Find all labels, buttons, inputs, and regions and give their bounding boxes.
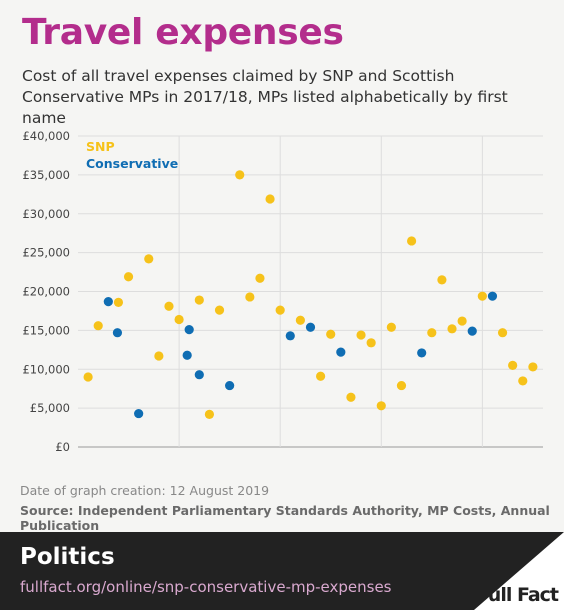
y-tick-label: £25,000: [22, 246, 70, 260]
data-point-snp: [376, 401, 386, 411]
y-tick-label: £35,000: [22, 168, 70, 182]
data-point-snp: [386, 322, 396, 332]
data-point-conservative: [417, 348, 427, 358]
logo-wordmark: Full Fact: [476, 584, 559, 606]
data-point-conservative: [305, 322, 316, 332]
data-point-snp: [346, 392, 356, 402]
scatter-chart: £0 £5,000 £10,000 £15,000 £20,000 £25,000 £30,…: [22, 129, 543, 454]
chart-title: Travel expenses: [22, 12, 344, 53]
data-point-snp: [214, 305, 225, 315]
data-point-snp: [447, 324, 457, 334]
data-point-snp: [477, 291, 487, 301]
legend-snp: SNP: [86, 139, 115, 154]
data-point-snp: [194, 295, 204, 305]
data-point-snp: [113, 297, 124, 307]
data-point-snp: [164, 301, 174, 311]
article-link[interactable]: fullfact.org/online/snp-conservative-mp-…: [20, 578, 392, 596]
data-point-snp: [316, 371, 326, 381]
y-tick-label: £0: [55, 440, 70, 454]
data-point-snp: [144, 254, 154, 264]
data-point-snp: [93, 321, 103, 331]
date-note: Date of graph creation: 12 August 2019: [20, 483, 270, 498]
data-point-snp: [396, 380, 407, 391]
data-point-snp: [275, 305, 285, 315]
data-point-snp: [83, 372, 93, 382]
y-tick-label: £10,000: [22, 362, 70, 376]
data-point-snp: [154, 351, 164, 361]
chart-subtitle: Cost of all travel expenses claimed by S…: [22, 67, 508, 127]
y-tick-label: £30,000: [22, 207, 70, 221]
full-fact-logo-icon: [474, 532, 564, 610]
data-point-snp: [123, 272, 134, 282]
data-point-snp: [406, 236, 417, 246]
y-tick-label: £15,000: [22, 323, 70, 337]
data-point-snp: [235, 170, 245, 180]
data-point-conservative: [184, 324, 194, 335]
data-point-conservative: [103, 297, 113, 307]
data-point-conservative: [467, 326, 477, 336]
data-point-snp: [518, 376, 528, 386]
data-point-snp: [326, 329, 336, 339]
data-point-snp: [366, 338, 376, 348]
data-point-snp: [265, 194, 275, 204]
data-point-conservative: [336, 347, 346, 357]
data-point-snp: [356, 330, 366, 340]
data-point-conservative: [112, 328, 123, 338]
data-point-conservative: [194, 370, 204, 380]
data-point-snp: [497, 328, 508, 338]
data-point-snp: [295, 315, 305, 325]
source-note: Source: Independent Parliamentary Standa…: [20, 503, 550, 533]
data-point-snp: [528, 362, 538, 372]
category-label: Politics: [20, 544, 115, 570]
data-point-conservative: [225, 380, 235, 391]
data-points: [83, 170, 538, 419]
data-point-snp: [174, 314, 184, 325]
data-point-snp: [255, 273, 265, 283]
data-point-conservative: [134, 408, 144, 419]
data-point-conservative: [285, 331, 295, 341]
y-tick-label: £5,000: [30, 401, 70, 415]
y-axis-ticks: £0 £5,000 £10,000 £15,000 £20,000 £25,000 £30,…: [22, 129, 70, 454]
legend-conservative: Conservative: [86, 156, 178, 171]
footer-bar: Politics fullfact.org/online/snp-conserv…: [0, 532, 564, 610]
y-tick-label: £40,000: [22, 129, 70, 143]
data-point-snp: [457, 316, 467, 326]
data-point-snp: [508, 360, 518, 370]
data-point-snp: [204, 409, 215, 419]
y-tick-label: £20,000: [22, 285, 70, 299]
data-point-snp: [245, 292, 255, 302]
grid-lines: [78, 135, 543, 448]
data-point-conservative: [487, 291, 498, 301]
data-point-conservative: [182, 350, 192, 360]
data-point-snp: [437, 275, 447, 285]
data-point-snp: [427, 328, 437, 338]
